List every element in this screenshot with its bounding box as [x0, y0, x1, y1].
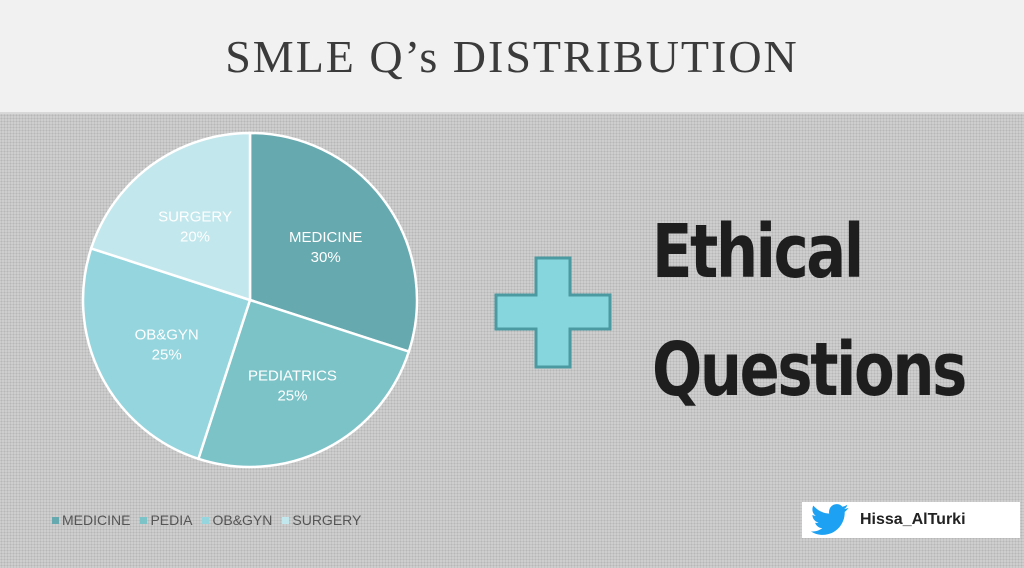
- plus-icon: [494, 256, 612, 369]
- legend-swatch: [52, 516, 59, 524]
- slice-label: MEDICINE 30%: [289, 229, 362, 266]
- ethical-heading: Ethical: [652, 209, 864, 295]
- pie-slice-ob-gyn: [81, 246, 252, 461]
- pie-slice-pediatrics: [196, 298, 411, 469]
- legend-label: MEDICINE: [62, 512, 131, 528]
- slice-percent-label: 30%: [311, 249, 341, 266]
- legend-swatch: [140, 516, 148, 524]
- title-bar: SMLE Q’s DISTRIBUTION: [0, 0, 1024, 114]
- legend-item: SURGERY: [282, 512, 361, 528]
- legend-item: MEDICINE: [52, 512, 130, 528]
- pie-slice-surgery: [89, 131, 252, 302]
- slice-percent-label: 20%: [180, 228, 210, 245]
- slice-label: PEDIATRICS 25%: [248, 367, 337, 404]
- slice-category-label: MEDICINE: [289, 229, 362, 246]
- legend-label: PEDIA: [150, 512, 193, 528]
- legend-item: OB&GYN: [202, 512, 272, 528]
- pie-chart: MEDICINE 30% PEDIATRICS 25% OB&GYN 25% SURGERY…: [81, 131, 419, 469]
- twitter-handle: Hissa_AlTurki: [860, 511, 966, 528]
- slice-label: OB&GYN 25%: [135, 326, 199, 363]
- slice-category-label: SURGERY: [158, 208, 232, 225]
- questions-heading: Questions: [652, 327, 967, 413]
- slice-label: SURGERY 20%: [158, 208, 232, 245]
- legend-swatch: [202, 516, 210, 524]
- twitter-badge[interactable]: Hissa_AlTurki: [802, 502, 1020, 538]
- legend-item: PEDIA: [140, 512, 192, 528]
- slice-percent-label: 25%: [277, 387, 307, 404]
- slice-category-label: PEDIATRICS: [248, 367, 337, 384]
- pie-slice-medicine: [248, 131, 419, 354]
- legend-swatch: [282, 516, 290, 524]
- slice-percent-label: 25%: [152, 346, 182, 363]
- slice-category-label: OB&GYN: [135, 326, 199, 343]
- legend-label: OB&GYN: [212, 512, 273, 528]
- slide-title: SMLE Q’s DISTRIBUTION: [225, 30, 799, 82]
- legend-label: SURGERY: [292, 512, 362, 528]
- twitter-bird-icon: [810, 504, 849, 535]
- chart-legend: MEDICINE PEDIA OB&GYN SURGERY: [52, 512, 361, 528]
